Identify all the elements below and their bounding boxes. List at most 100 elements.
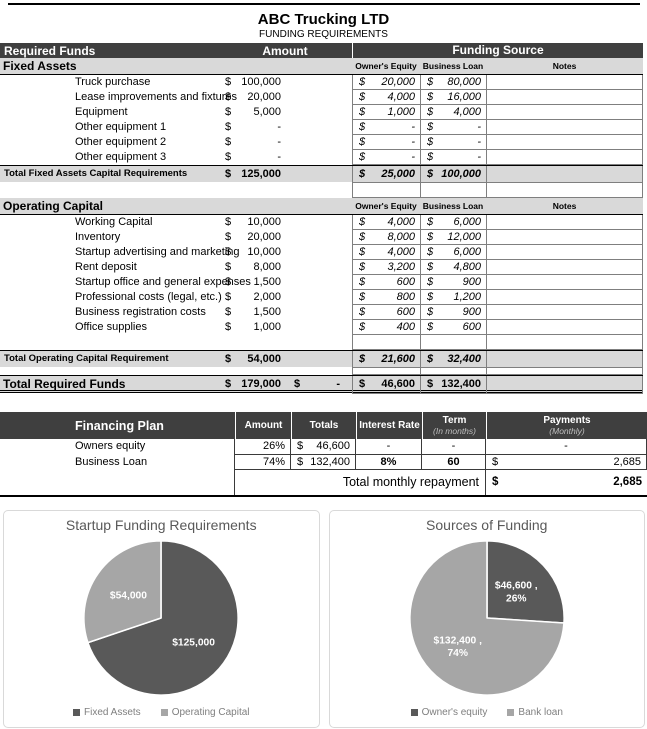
- cell-amt[interactable]: $1,500: [218, 275, 290, 290]
- cell-notes[interactable]: [486, 215, 643, 230]
- cell-notes[interactable]: [486, 166, 643, 183]
- section-name: Fixed Assets: [3, 59, 77, 73]
- cell-owners-equity[interactable]: [352, 335, 420, 350]
- cell-bl[interactable]: $6,000: [420, 215, 486, 230]
- cell-term[interactable]: 60: [422, 454, 486, 470]
- cell-fcell[interactable]: $132,400: [291, 454, 356, 470]
- cell-oe[interactable]: $8,000: [352, 230, 420, 245]
- cell-amt[interactable]: $8,000: [218, 260, 290, 275]
- cell-oe[interactable]: $ -: [352, 120, 420, 135]
- cell-owners-equity[interactable]: [352, 367, 420, 375]
- cell-amt[interactable]: $1,000: [218, 320, 290, 335]
- cell-business-loan[interactable]: [420, 367, 486, 375]
- cell-bl: $132,400: [420, 376, 486, 394]
- dollar-sign: $: [225, 378, 232, 390]
- cell-notes[interactable]: [486, 90, 643, 105]
- cell-notes[interactable]: [486, 290, 643, 305]
- dollar-sign: $: [427, 216, 434, 228]
- cell-bl[interactable]: $4,800: [420, 260, 486, 275]
- cell-bl[interactable]: $ -: [420, 135, 486, 150]
- cell-notes[interactable]: [486, 150, 643, 165]
- cell-bl[interactable]: $16,000: [420, 90, 486, 105]
- cell-bl[interactable]: $80,000: [420, 75, 486, 90]
- cell-oe[interactable]: $600: [352, 305, 420, 320]
- cell-notes[interactable]: [486, 335, 643, 350]
- cell-term[interactable]: -: [422, 439, 486, 455]
- cell-oe[interactable]: $ -: [352, 135, 420, 150]
- cell-amt[interactable]: $ -: [218, 120, 290, 135]
- cell-notes[interactable]: [486, 351, 643, 368]
- cell-oe[interactable]: $800: [352, 290, 420, 305]
- table-row: Rent deposit $8,000 $3,200 $4,800: [0, 260, 643, 275]
- cell-notes[interactable]: [486, 320, 643, 335]
- cell-bl[interactable]: $ -: [420, 150, 486, 165]
- cell-oe[interactable]: $600: [352, 275, 420, 290]
- cell-amount-pct[interactable]: 74%: [235, 454, 291, 470]
- cell-bl[interactable]: $4,000: [420, 105, 486, 120]
- cell-amt[interactable]: $5,000: [218, 105, 290, 120]
- cell-amt[interactable]: $10,000: [218, 245, 290, 260]
- cell-bl: $32,400: [420, 351, 486, 368]
- cell-value: 46,600: [316, 440, 350, 452]
- cell-amt[interactable]: $1,500: [218, 305, 290, 320]
- cell-bl[interactable]: $ -: [420, 120, 486, 135]
- fin-header-amount: Amount: [235, 412, 291, 439]
- fin-footer-payment-cell[interactable]: $ 2,685: [486, 470, 647, 495]
- pie-slice-label: $125,000: [172, 637, 215, 648]
- cell-notes[interactable]: [486, 305, 643, 320]
- cell-interest-rate[interactable]: -: [356, 439, 422, 455]
- cell-bl[interactable]: $6,000: [420, 245, 486, 260]
- cell-oe[interactable]: $1,000: [352, 105, 420, 120]
- cell-value: 125,000: [241, 168, 281, 180]
- cell-oe[interactable]: $3,200: [352, 260, 420, 275]
- cell-oe[interactable]: $4,000: [352, 245, 420, 260]
- cell-owners-equity[interactable]: [352, 182, 420, 198]
- cell-business-loan[interactable]: [420, 335, 486, 350]
- cell-amt[interactable]: $20,000: [218, 90, 290, 105]
- cell-oe[interactable]: $4,000: [352, 215, 420, 230]
- cell-amt[interactable]: $ -: [218, 135, 290, 150]
- cell-value: -: [336, 378, 340, 390]
- cell-amt[interactable]: $10,000: [218, 215, 290, 230]
- cell-fcell[interactable]: $46,600: [291, 439, 356, 455]
- cell-fcell[interactable]: $2,685: [486, 454, 647, 470]
- cell-payment[interactable]: -: [486, 439, 647, 455]
- cell-notes[interactable]: [486, 105, 643, 120]
- cell-notes[interactable]: [486, 245, 643, 260]
- cell-bl[interactable]: $12,000: [420, 230, 486, 245]
- cell-notes[interactable]: [486, 182, 643, 198]
- cell-amt[interactable]: $20,000: [218, 230, 290, 245]
- cell-amount-pct[interactable]: 26%: [235, 439, 291, 455]
- cell-value: 1,500: [253, 306, 281, 318]
- cell-notes[interactable]: [486, 75, 643, 90]
- cell-amt[interactable]: $100,000: [218, 75, 290, 90]
- cell-amt[interactable]: $ -: [218, 150, 290, 165]
- cell-notes[interactable]: [486, 367, 643, 375]
- cell-notes[interactable]: [486, 120, 643, 135]
- dollar-sign: $: [359, 136, 366, 148]
- cell-notes[interactable]: [486, 376, 643, 394]
- cell-notes[interactable]: [486, 260, 643, 275]
- dollar-sign: $: [225, 91, 232, 103]
- cell-bl[interactable]: $900: [420, 305, 486, 320]
- cell-notes[interactable]: [486, 135, 643, 150]
- grand-total-row: Total Required Funds $179,000 $ - $46,600 $13…: [0, 375, 643, 394]
- cell-label: Truck purchase: [75, 76, 151, 88]
- cell-interest-rate[interactable]: 8%: [356, 454, 422, 470]
- cell-business-loan[interactable]: [420, 182, 486, 198]
- cell-oe[interactable]: $400: [352, 320, 420, 335]
- table-row: Other equipment 1 $ - $ - $ -: [0, 120, 643, 135]
- cell-oe[interactable]: $ -: [352, 150, 420, 165]
- cell-oe[interactable]: $20,000: [352, 75, 420, 90]
- cell-amt[interactable]: $2,000: [218, 290, 290, 305]
- cell-bl[interactable]: $900: [420, 275, 486, 290]
- cell-bl[interactable]: $600: [420, 320, 486, 335]
- dollar-sign: $: [427, 76, 434, 88]
- cell-amt: $125,000: [218, 166, 290, 183]
- cell-value: 400: [396, 321, 415, 333]
- cell-bl[interactable]: $1,200: [420, 290, 486, 305]
- cell-notes[interactable]: [486, 275, 643, 290]
- fin-footer-label: Total monthly repayment: [235, 470, 486, 495]
- cell-notes[interactable]: [486, 230, 643, 245]
- cell-oe[interactable]: $4,000: [352, 90, 420, 105]
